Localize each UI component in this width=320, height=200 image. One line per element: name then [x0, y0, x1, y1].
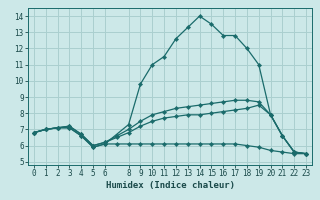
X-axis label: Humidex (Indice chaleur): Humidex (Indice chaleur) — [106, 181, 235, 190]
